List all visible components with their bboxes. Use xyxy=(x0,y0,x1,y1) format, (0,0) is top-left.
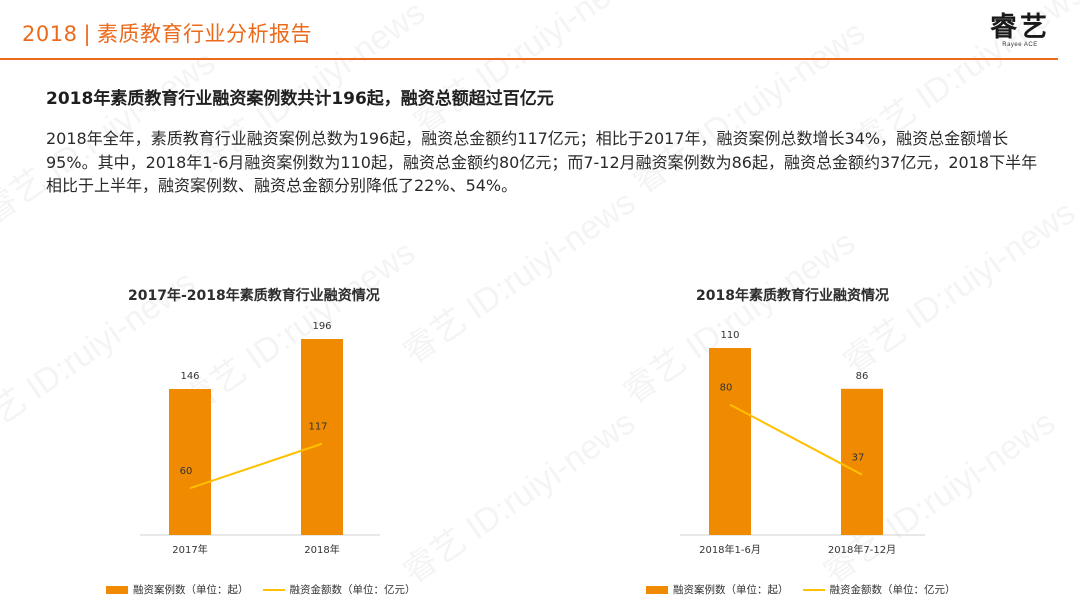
legend-label: 融资案例数（单位：起） xyxy=(133,584,249,596)
legend-swatch-bar xyxy=(646,585,668,594)
category-label: 2018年 xyxy=(304,543,339,556)
chart-title: 2018年素质教育行业融资情况 xyxy=(696,288,889,304)
bar xyxy=(841,388,883,535)
line-value-label: 117 xyxy=(308,422,327,433)
financing-chart-2017-2018: 146 2017年 196 2018年 60 117 xyxy=(140,321,380,556)
bar xyxy=(301,339,343,535)
line-value-label: 37 xyxy=(852,453,865,464)
bar-value-label: 146 xyxy=(180,371,199,382)
report-name: 素质教育行业分析报告 xyxy=(97,22,313,46)
category-label: 2018年7-12月 xyxy=(828,543,896,556)
legend-swatch-line xyxy=(802,588,825,591)
bar-value-label: 86 xyxy=(856,371,869,382)
line-value-label: 80 xyxy=(720,383,733,394)
bar xyxy=(709,348,751,535)
line-value-label: 60 xyxy=(180,466,193,477)
legend-label: 融资案例数（单位：起） xyxy=(673,584,789,596)
brand-logo: 睿艺 Rayee ACE xyxy=(984,12,1056,48)
bar-value-label: 110 xyxy=(720,330,739,341)
legend-swatch-bar xyxy=(106,585,128,594)
category-label: 2017年 xyxy=(172,543,207,556)
series-line xyxy=(189,442,323,490)
header-divider xyxy=(0,58,1058,60)
report-title: 2018 | 素质教育行业分析报告 xyxy=(22,18,312,48)
summary-paragraph: 2018年全年，素质教育行业融资案例总数为196起，融资总金额约117亿元；相比… xyxy=(46,129,1038,195)
bar-value-label: 196 xyxy=(312,321,331,332)
legend-swatch-line xyxy=(262,588,285,591)
category-label: 2018年1-6月 xyxy=(699,543,761,556)
logo-mark: 睿艺 xyxy=(990,12,1050,43)
series-line xyxy=(729,403,863,476)
bar xyxy=(169,389,211,535)
watermark: 睿艺 ID:ruiyi-news xyxy=(391,396,644,593)
legend-label: 融资金额数（单位：亿元） xyxy=(829,584,956,596)
watermark: 睿艺 ID:ruiyi-news xyxy=(401,0,654,143)
title-separator: | xyxy=(83,22,92,46)
watermark: 睿艺 ID:ruiyi-news xyxy=(391,176,644,373)
financing-chart-2018-halves: 110 2018年1-6月 86 2018年7-12月 80 37 xyxy=(680,330,925,556)
chart-legend: 融资案例数（单位：起） 融资金额数（单位：亿元） xyxy=(106,582,416,597)
report-year: 2018 xyxy=(22,22,78,46)
legend-label: 融资金额数（单位：亿元） xyxy=(289,584,416,596)
chart-title: 2017年-2018年素质教育行业融资情况 xyxy=(128,288,380,304)
logo-subtitle: Rayee ACE xyxy=(1002,42,1038,48)
section-headline: 2018年素质教育行业融资案例数共计196起，融资总额超过百亿元 xyxy=(46,89,554,109)
chart-legend: 融资案例数（单位：起） 融资金额数（单位：亿元） xyxy=(646,582,956,597)
